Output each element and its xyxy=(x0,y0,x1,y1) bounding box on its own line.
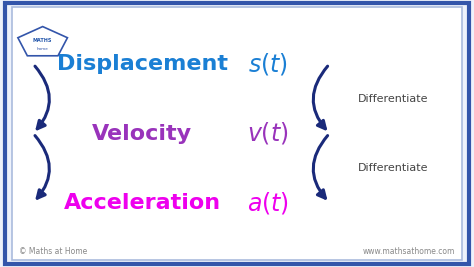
Text: $a(t)$: $a(t)$ xyxy=(247,190,289,216)
Text: Differentiate: Differentiate xyxy=(358,163,428,173)
Text: © Maths at Home: © Maths at Home xyxy=(19,247,87,256)
Text: $v(t)$: $v(t)$ xyxy=(247,120,289,147)
Text: Velocity: Velocity xyxy=(92,124,192,143)
Polygon shape xyxy=(18,27,67,56)
Text: home: home xyxy=(37,48,48,51)
Text: Displacement: Displacement xyxy=(57,54,228,74)
Text: $s(t)$: $s(t)$ xyxy=(248,51,288,77)
FancyBboxPatch shape xyxy=(12,7,462,260)
Text: MATHS: MATHS xyxy=(33,38,52,42)
FancyBboxPatch shape xyxy=(5,3,469,264)
Text: Acceleration: Acceleration xyxy=(64,193,221,213)
Text: Differentiate: Differentiate xyxy=(358,94,428,104)
Text: www.mathsathome.com: www.mathsathome.com xyxy=(363,247,455,256)
